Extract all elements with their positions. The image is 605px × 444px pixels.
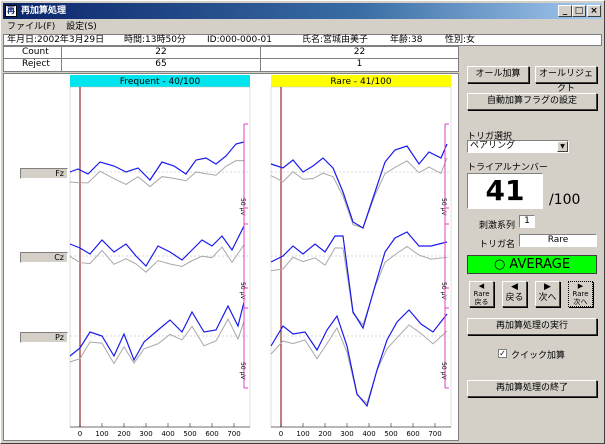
rare-back-button[interactable]: ◀ Rare 戻る	[469, 281, 494, 307]
triangle-right-icon: ▶	[544, 282, 551, 292]
x-tick-label: 300	[139, 430, 152, 438]
trial-trace	[69, 318, 245, 365]
frequent-panel	[69, 86, 251, 428]
trial-total: /100	[549, 192, 581, 208]
scale-label: 50 μV	[440, 198, 447, 216]
triangle-right-icon: ▶	[577, 282, 584, 290]
trial-trace	[69, 244, 245, 273]
x-tick-label: 500	[183, 430, 196, 438]
scale-label: 50 μV	[440, 282, 447, 300]
all-add-button[interactable]: オール加算	[467, 66, 529, 83]
circle-icon: ○	[493, 257, 506, 272]
info-date: 年月日:2002年3月29日	[7, 35, 105, 45]
rare-reject: 1	[356, 59, 363, 69]
average-trace	[270, 309, 448, 408]
next-button[interactable]: ▶ 次へ	[535, 281, 560, 307]
stim-series-label: 刺激系列	[479, 221, 516, 231]
app-icon: 再	[5, 5, 17, 17]
x-tick-label: 0	[279, 430, 283, 438]
trigger-select[interactable]: ペアリング ▼	[467, 140, 569, 153]
info-sex: 性別:女	[445, 35, 476, 45]
frequent-header: Frequent - 40/100	[120, 77, 201, 87]
patient-info-bar: 年月日:2002年3月29日 時間:13時50分 ID:000-000-01 氏…	[3, 34, 602, 46]
info-name: 氏名:宮城由美子	[302, 35, 369, 45]
quick-add-label: クイック加算	[511, 351, 566, 361]
all-reject-button[interactable]: オールリジェクト	[535, 66, 597, 94]
channel-pz: Pz	[20, 332, 68, 343]
back-button[interactable]: ◀ 戻る	[502, 281, 527, 307]
frequent-count: 22	[62, 47, 261, 59]
scale-label: 50 μV	[440, 362, 447, 380]
trigger-select-label: トリガ選択	[467, 132, 513, 142]
average-trace	[69, 141, 245, 181]
triangle-left-icon: ◀	[478, 282, 485, 290]
trial-number-label: トライアルナンバー	[467, 163, 548, 173]
menu-file[interactable]: ファイル(F)	[7, 22, 56, 32]
menu-settings[interactable]: 設定(S)	[66, 22, 97, 32]
count-table: Count 22 22 Reject 65 1	[3, 46, 459, 72]
minimize-button[interactable]: _	[558, 5, 572, 17]
average-trace	[270, 143, 448, 229]
scale-label: 50 μV	[239, 282, 246, 300]
menu-bar: ファイル(F) 設定(S)	[3, 20, 602, 34]
rare-count: 22	[261, 47, 458, 59]
close-button[interactable]: ×	[587, 5, 601, 17]
x-tick-label: 700	[428, 430, 441, 438]
window-title: 再加算処理	[21, 6, 67, 16]
trial-trace	[270, 324, 448, 405]
average-label: AVERAGE	[509, 257, 571, 272]
info-time: 時間:13時50分	[124, 35, 186, 45]
trial-trace	[270, 245, 448, 326]
info-id: ID:000-000-01	[207, 35, 272, 45]
reject-label: Reject	[4, 59, 62, 71]
chevron-down-icon[interactable]: ▼	[557, 141, 568, 152]
frequent-header-bg	[70, 75, 250, 87]
auto-flag-button[interactable]: 自動加算フラグの設定	[467, 93, 597, 110]
x-tick-label: 300	[340, 430, 353, 438]
x-tick-label: 600	[205, 430, 218, 438]
frequent-reject: 65	[62, 59, 261, 71]
rare-header: Rare - 41/100	[330, 77, 392, 87]
channel-fz: Fz	[20, 168, 68, 179]
trigger-name-field[interactable]: Rare	[519, 234, 597, 247]
average-indicator: ○ AVERAGE	[467, 255, 597, 274]
quick-add-checkbox[interactable]: ✓	[498, 349, 507, 358]
maximize-button[interactable]: □	[572, 5, 586, 17]
x-tick-label: 400	[362, 430, 375, 438]
x-tick-label: 700	[227, 430, 240, 438]
average-trace	[270, 231, 448, 330]
x-tick-label: 400	[161, 430, 174, 438]
title-bar: 再 再加算処理 _ □ ×	[3, 3, 602, 19]
rare-next-button[interactable]: ▶ Rare 次へ	[568, 281, 593, 307]
scale-label: 50 μV	[239, 198, 246, 216]
control-panel: オール加算 オールリジェクト 自動加算フラグの設定 トリガ選択 ペアリング ▼ …	[461, 46, 604, 441]
x-tick-label: 100	[296, 430, 309, 438]
stim-series-field[interactable]: 1	[519, 215, 535, 228]
scale-label: 50 μV	[239, 362, 246, 380]
trigger-name-label: トリガ名	[479, 240, 516, 250]
trial-number: 41	[467, 173, 543, 209]
x-tick-label: 0	[78, 430, 82, 438]
x-tick-label: 200	[117, 430, 130, 438]
info-age: 年齢:38	[390, 35, 423, 45]
execute-button[interactable]: 再加算処理の実行	[467, 318, 597, 335]
x-tick-label: 100	[95, 430, 108, 438]
waveform-area: Frequent - 40/100 Rare - 41/100 50 μV 50 …	[3, 73, 459, 441]
x-tick-label: 200	[318, 430, 331, 438]
trial-trace	[270, 157, 448, 229]
channel-cz: Cz	[20, 252, 68, 263]
trial-trace	[69, 160, 245, 188]
x-tick-label: 500	[384, 430, 397, 438]
rare-header-bg	[271, 75, 451, 87]
trigger-select-value: ペアリング	[470, 141, 516, 151]
average-trace	[69, 225, 245, 267]
average-trace	[69, 301, 245, 362]
count-label: Count	[4, 47, 62, 59]
x-tick-label: 600	[406, 430, 419, 438]
finish-button[interactable]: 再加算処理の終了	[467, 380, 597, 397]
triangle-left-icon: ◀	[511, 282, 518, 292]
waveform-svg: Frequent - 40/100 Rare - 41/100 50 μV 50 …	[69, 75, 452, 438]
